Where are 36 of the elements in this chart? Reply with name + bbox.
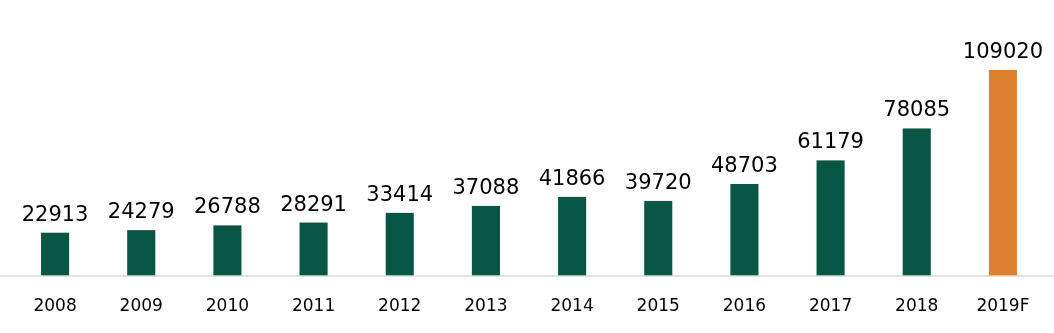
- bar: [127, 230, 156, 276]
- data-label: 109020: [962, 39, 1043, 63]
- x-tick-label: 2010: [205, 295, 250, 315]
- x-tick-label: 2018: [895, 295, 939, 315]
- x-tick-label: 2009: [119, 295, 163, 315]
- x-tick-label: 2017: [808, 295, 853, 315]
- x-tick-label: 2012: [378, 295, 422, 315]
- x-tick-label: 2013: [464, 295, 508, 315]
- bar: [385, 212, 414, 276]
- bar: [988, 70, 1017, 276]
- data-label: 78085: [883, 97, 951, 122]
- data-label: 48703: [711, 152, 778, 177]
- x-tick-label: 2008: [33, 295, 77, 315]
- data-label: 41866: [538, 165, 606, 190]
- data-label: 33414: [366, 181, 434, 206]
- x-tick-label: 2019F: [976, 295, 1030, 315]
- bar: [730, 183, 759, 276]
- x-tick-label: 2015: [636, 295, 680, 315]
- bar: [902, 128, 931, 276]
- x-tick-label: 2016: [722, 295, 767, 315]
- x-tick-label: 2014: [550, 295, 594, 315]
- data-label: 37088: [452, 174, 520, 199]
- bar: [816, 160, 845, 276]
- data-label: 22913: [21, 201, 89, 226]
- data-label: 24279: [107, 199, 175, 224]
- data-label: 26788: [194, 194, 261, 219]
- bar: [299, 222, 328, 276]
- data-label: 39720: [624, 169, 692, 194]
- data-label: 61179: [797, 129, 864, 154]
- bar: [644, 200, 673, 276]
- bar: [41, 232, 70, 276]
- data-label: 28291: [280, 191, 347, 216]
- x-tick-label: 2011: [291, 295, 336, 315]
- bar: [471, 205, 500, 276]
- bar: [213, 225, 242, 276]
- bar: [558, 196, 587, 276]
